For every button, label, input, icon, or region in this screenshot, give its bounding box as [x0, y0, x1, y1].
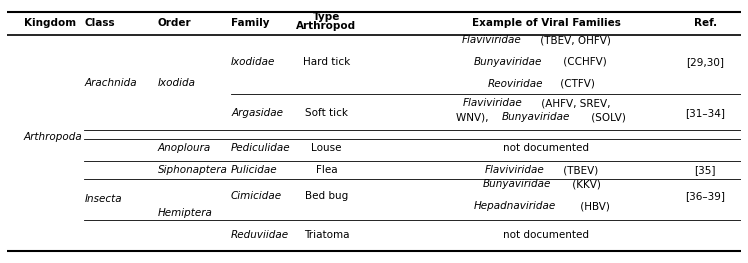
Text: Arthropoda: Arthropoda — [24, 132, 82, 142]
Text: Bunyaviridae: Bunyaviridae — [473, 57, 542, 67]
Text: Argasidae: Argasidae — [231, 108, 283, 118]
Text: (CTFV): (CTFV) — [557, 79, 595, 89]
Text: Flaviviridae: Flaviviridae — [484, 165, 544, 175]
Text: [31–34]: [31–34] — [685, 108, 726, 118]
Text: Bed bug: Bed bug — [304, 191, 348, 201]
Text: Soft tick: Soft tick — [305, 108, 348, 118]
Text: Order: Order — [158, 18, 191, 28]
Text: not documented: not documented — [503, 143, 589, 153]
Text: Bunyaviridae: Bunyaviridae — [502, 112, 570, 122]
Text: Hepadnaviridae: Hepadnaviridae — [473, 201, 556, 211]
Text: Hard tick: Hard tick — [303, 57, 350, 67]
Text: (AHFV, SREV,: (AHFV, SREV, — [539, 98, 610, 108]
Text: Louse: Louse — [311, 143, 342, 153]
Text: Type: Type — [313, 12, 340, 22]
Text: Arachnida: Arachnida — [85, 78, 137, 88]
Text: Insecta: Insecta — [85, 194, 122, 204]
Text: (HBV): (HBV) — [577, 201, 610, 211]
Text: Kingdom: Kingdom — [24, 18, 76, 28]
Text: Example of Viral Families: Example of Viral Families — [472, 18, 621, 28]
Text: Flaviviridae: Flaviviridae — [463, 98, 522, 108]
Text: Triatoma: Triatoma — [304, 230, 349, 240]
Text: Ixodida: Ixodida — [158, 78, 196, 88]
Text: Siphonaptera: Siphonaptera — [158, 165, 227, 175]
Text: (SOLV): (SOLV) — [588, 112, 626, 122]
Text: Arthropod: Arthropod — [296, 21, 356, 31]
Text: Bunyaviridae: Bunyaviridae — [483, 179, 551, 189]
Text: [35]: [35] — [695, 165, 716, 175]
Text: Flaviviridae: Flaviviridae — [462, 35, 521, 45]
Text: Hemiptera: Hemiptera — [158, 208, 212, 218]
Text: Class: Class — [85, 18, 115, 28]
Text: (CCHFV): (CCHFV) — [560, 57, 607, 67]
Text: Cimicidae: Cimicidae — [231, 191, 282, 201]
Text: Pulicidae: Pulicidae — [231, 165, 278, 175]
Text: (TBEV): (TBEV) — [560, 165, 598, 175]
Text: Ref.: Ref. — [694, 18, 717, 28]
Text: not documented: not documented — [503, 230, 589, 240]
Text: [29,30]: [29,30] — [687, 57, 724, 67]
Text: Reduviidae: Reduviidae — [231, 230, 289, 240]
Text: WNV),: WNV), — [456, 112, 492, 122]
Text: Anoploura: Anoploura — [158, 143, 211, 153]
Text: Pediculidae: Pediculidae — [231, 143, 291, 153]
Text: Flea: Flea — [316, 165, 337, 175]
Text: Reoviridae: Reoviridae — [487, 79, 543, 89]
Text: Family: Family — [231, 18, 269, 28]
Text: (KKV): (KKV) — [569, 179, 601, 189]
Text: (TBEV, OHFV): (TBEV, OHFV) — [537, 35, 611, 45]
Text: [36–39]: [36–39] — [685, 191, 726, 201]
Text: Ixodidae: Ixodidae — [231, 57, 275, 67]
